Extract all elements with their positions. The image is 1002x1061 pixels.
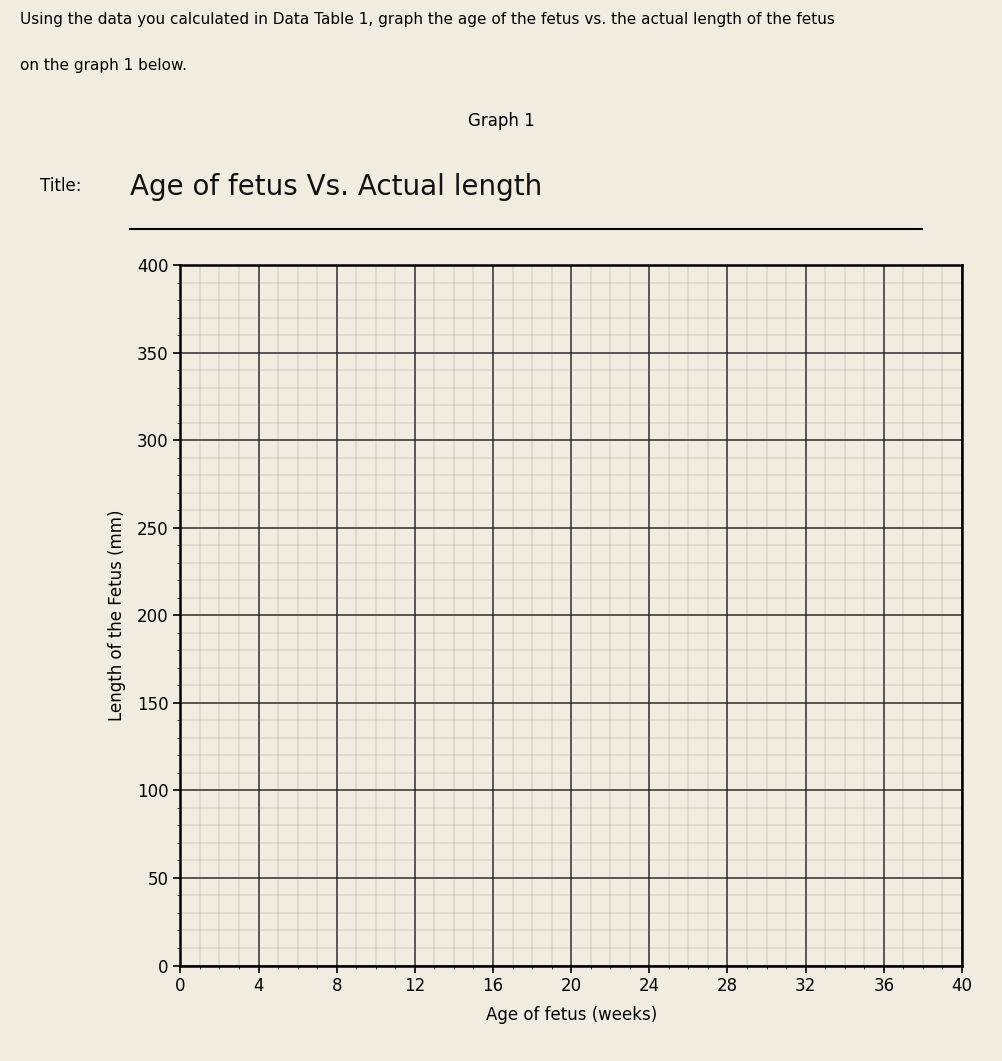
Text: Age of fetus Vs. Actual length: Age of fetus Vs. Actual length	[130, 173, 542, 201]
X-axis label: Age of fetus (weeks): Age of fetus (weeks)	[486, 1007, 656, 1025]
Text: Graph 1: Graph 1	[468, 112, 534, 131]
Y-axis label: Length of the Fetus (mm): Length of the Fetus (mm)	[108, 509, 126, 721]
Text: Using the data you calculated in Data Table 1, graph the age of the fetus vs. th: Using the data you calculated in Data Ta…	[20, 12, 835, 27]
Text: on the graph 1 below.: on the graph 1 below.	[20, 58, 187, 73]
Text: Title:: Title:	[40, 177, 81, 195]
